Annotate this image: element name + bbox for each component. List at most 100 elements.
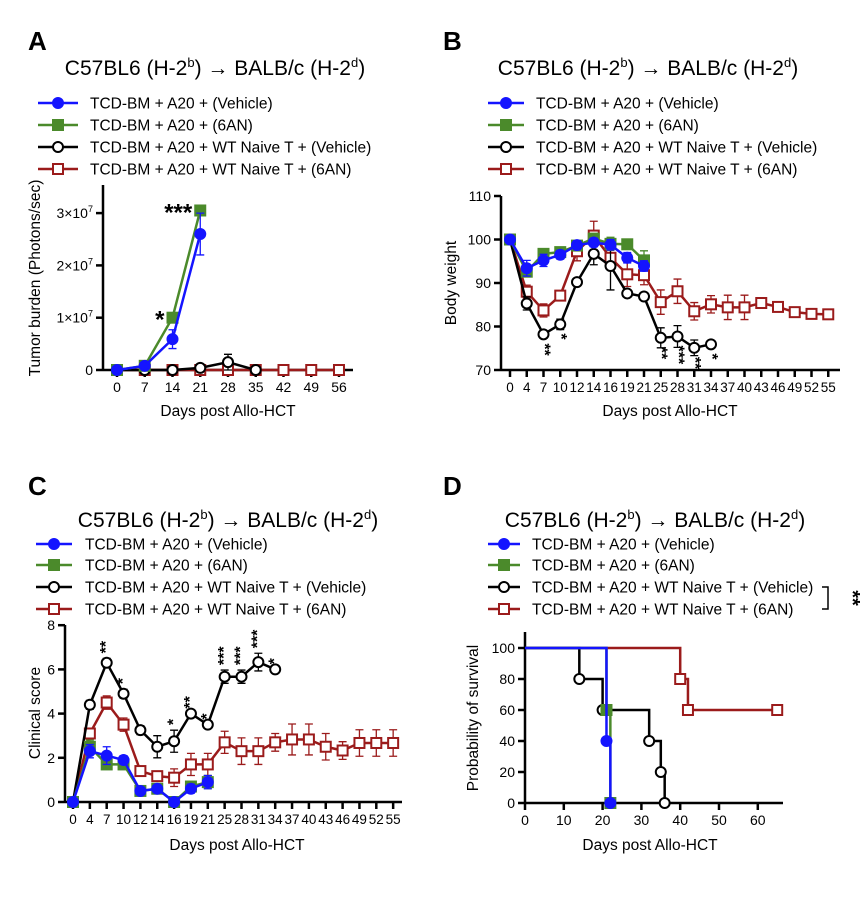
y-tick-base: 2×10	[56, 257, 88, 273]
data-point	[194, 361, 207, 374]
data-point	[134, 784, 147, 797]
panel-letter: A	[28, 26, 47, 56]
data-point	[573, 673, 586, 685]
data-point	[705, 338, 717, 351]
data-point	[654, 296, 667, 309]
y-tick-label: 6	[47, 661, 55, 677]
panel-a: A C57BL6 (H-2b) → BALB/c (H-2d) TCD-BM + A…	[27, 26, 371, 420]
chart-title: C57BL6 (H-2b) → BALB/c (H-2d)	[65, 55, 365, 80]
x-tick-label: 12	[133, 812, 148, 827]
title-part: d	[351, 55, 358, 70]
legend-label: TCD-BM + A20 + (6AN)	[536, 118, 699, 135]
x-tick-label: 31	[251, 812, 266, 827]
series-vehicle	[111, 212, 207, 376]
data-point	[688, 305, 701, 318]
legend-label: TCD-BM + A20 + (6AN)	[85, 558, 248, 575]
data-point	[168, 796, 181, 808]
y-tick-label: 20	[499, 764, 515, 780]
title-part: )	[358, 57, 365, 80]
title-part: C57BL6 (H-2	[505, 509, 628, 532]
data-point	[168, 771, 181, 784]
y-tick-label: 90	[475, 275, 491, 291]
legend-marker	[500, 141, 512, 153]
panel-letter: B	[443, 26, 462, 56]
significance-stars: **	[686, 357, 703, 370]
title-part: b	[620, 55, 627, 70]
legend-item: TCD-BM + A20 + WT Naive T + (Vehicle)	[488, 140, 817, 157]
title-part: )	[371, 509, 378, 532]
data-point	[654, 331, 667, 344]
y-tick-label: 80	[475, 319, 491, 335]
panel-c: C C57BL6 (H-2b) → BALB/c (H-2d) TCD-BM + A…	[27, 471, 402, 854]
data-point	[168, 735, 181, 748]
legend-item: TCD-BM + A20 + WT Naive T + (Vehicle)	[38, 140, 371, 157]
data-point	[166, 333, 179, 346]
data-point	[249, 364, 262, 376]
x-tick-label: 40	[301, 812, 316, 827]
x-tick-label: 28	[234, 812, 249, 827]
data-point	[134, 724, 147, 737]
data-point	[604, 260, 617, 273]
significance-stars: ***	[164, 199, 193, 226]
legend-label: TCD-BM + A20 + WT Naive T + (Vehicle)	[90, 140, 371, 157]
survival-curve	[525, 646, 666, 803]
title-part: ) → BALB/c (H-2	[628, 57, 784, 80]
data-point	[305, 364, 318, 376]
legend-item: TCD-BM + A20 + (Vehicle)	[36, 537, 268, 554]
y-tick-label: 60	[499, 702, 515, 718]
data-point	[269, 663, 282, 676]
series-wt_vehicle	[504, 233, 717, 357]
x-tick-label: 52	[369, 812, 384, 827]
x-tick-label: 10	[116, 812, 131, 827]
series-wt_vehicle	[111, 353, 262, 376]
data-point	[554, 248, 567, 261]
y-axis-label: Probability of survival	[465, 645, 482, 791]
x-tick-label: 28	[220, 379, 236, 395]
x-tick-label: 14	[150, 812, 166, 827]
x-tick-label: 25	[217, 812, 232, 827]
data-point	[269, 736, 282, 749]
x-axis-label: Days post Allo-HCT	[160, 403, 296, 420]
x-tick-label: 21	[200, 812, 215, 827]
data-point	[621, 268, 634, 281]
x-tick-label: 19	[620, 380, 635, 395]
legend-item: TCD-BM + A20 + WT Naive T + (6AN)	[38, 162, 351, 179]
legend-label: TCD-BM + A20 + WT Naive T + (6AN)	[90, 162, 351, 179]
x-tick-label: 49	[303, 379, 319, 395]
data-point	[184, 782, 197, 795]
legend-item: TCD-BM + A20 + WT Naive T + (6AN)	[36, 602, 346, 619]
legend-label: TCD-BM + A20 + (6AN)	[532, 558, 695, 575]
data-point	[772, 300, 784, 313]
data-point	[520, 297, 533, 310]
significance-stars: *	[155, 307, 165, 334]
data-point	[681, 704, 694, 716]
data-point	[218, 670, 231, 683]
data-point	[658, 797, 671, 809]
x-tick-label: 12	[569, 380, 584, 395]
data-point	[151, 782, 164, 795]
y-tick-label: 4	[47, 706, 55, 722]
legend-marker	[500, 119, 512, 131]
panel-b: B C57BL6 (H-2b) → BALB/c (H-2d) TCD-BM + A…	[443, 26, 840, 420]
x-tick-label: 16	[603, 380, 618, 395]
data-point	[83, 698, 96, 711]
chart-title: C57BL6 (H-2b) → BALB/c (H-2d)	[505, 507, 805, 532]
legend-item: TCD-BM + A20 + (6AN)	[488, 118, 699, 135]
x-tick-label: 55	[386, 812, 401, 827]
title-part: b	[200, 507, 207, 522]
data-point	[604, 797, 617, 809]
x-tick-label: 25	[653, 380, 668, 395]
series-vehicle	[525, 646, 617, 809]
x-tick-label: 7	[141, 379, 149, 395]
data-point	[537, 328, 550, 341]
significance-stars: **	[653, 347, 670, 360]
data-point	[252, 745, 265, 758]
legend-marker	[48, 559, 60, 571]
legend-item: TCD-BM + A20 + (Vehicle)	[38, 96, 273, 113]
y-tick-label: 100	[492, 640, 516, 656]
data-point	[755, 297, 768, 310]
legend-item: TCD-BM + A20 + (Vehicle)	[488, 537, 715, 554]
y-tick-label: 0	[85, 362, 93, 378]
data-point	[100, 656, 113, 669]
legend-marker	[500, 163, 512, 175]
